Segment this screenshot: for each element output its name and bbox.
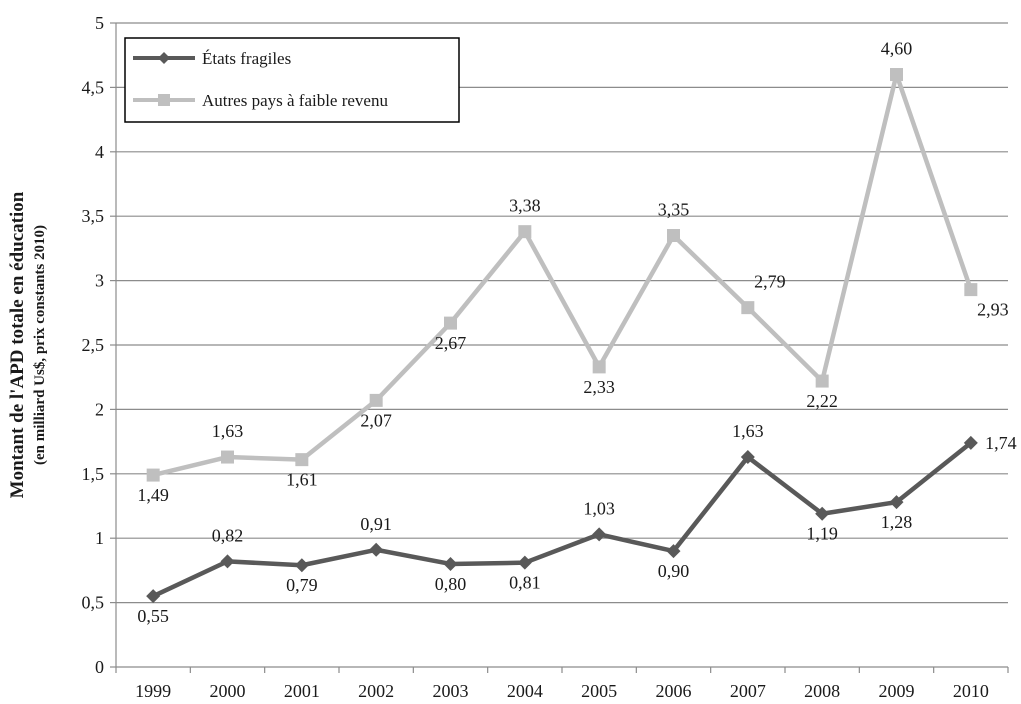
y-tick-label: 3 — [95, 271, 104, 291]
data-point-diamond — [220, 554, 235, 569]
data-label: 3,35 — [658, 200, 690, 220]
data-label: 1,61 — [286, 470, 318, 490]
gridlines — [116, 22, 1008, 604]
y-tick-label: 4,5 — [82, 77, 105, 97]
data-label: 2,67 — [435, 333, 467, 353]
data-label: 2,79 — [754, 272, 786, 292]
data-point-diamond — [740, 450, 755, 465]
data-label: 1,63 — [212, 421, 244, 441]
series-lines — [146, 68, 978, 604]
data-label: 0,79 — [286, 575, 318, 595]
data-point-square — [741, 301, 755, 315]
y-axis-title: Montant de l'APD totale en éducation (en… — [7, 191, 48, 498]
data-label: 2,93 — [977, 300, 1009, 320]
x-tick-label: 2002 — [358, 681, 394, 701]
axes: 0 0,5 1 1,5 2 2,5 3 3,5 4 4,5 5 1999 2000 2001 2002 200… — [82, 13, 1009, 701]
data-point-square — [964, 283, 978, 297]
data-point-diamond — [963, 435, 978, 450]
x-tick-label: 1999 — [135, 681, 171, 701]
data-label: 4,60 — [881, 39, 913, 59]
data-label: 1,63 — [732, 421, 764, 441]
data-point-square — [146, 468, 160, 482]
legend-marker-square-icon — [158, 94, 170, 106]
legend-label-autres-pays: Autres pays à faible revenu — [202, 91, 388, 110]
data-point-square — [221, 450, 234, 464]
data-label: 1,28 — [881, 512, 913, 532]
data-label: 1,74 — [985, 433, 1017, 453]
x-tick-label: 2007 — [730, 681, 766, 701]
y-axis-sublabel: (en milliard Us$, prix constants 2010) — [32, 225, 48, 465]
data-point-diamond — [592, 527, 607, 542]
data-point-square — [518, 225, 532, 239]
data-point-diamond — [889, 495, 904, 510]
legend-label-etats-fragiles: États fragiles — [202, 49, 291, 68]
y-axis-label: Montant de l'APD totale en éducation — [7, 191, 28, 498]
x-tick-label: 2004 — [507, 681, 543, 701]
y-tick-label: 5 — [95, 13, 104, 33]
data-label: 1,19 — [806, 524, 838, 544]
data-point-square — [369, 393, 383, 407]
y-tick-label: 0,5 — [82, 593, 105, 613]
y-tick-label: 1,5 — [82, 464, 105, 484]
data-label: 0,55 — [137, 606, 169, 626]
data-label: 2,07 — [360, 410, 392, 430]
data-label: 0,91 — [360, 514, 392, 534]
y-tick-label: 2,5 — [82, 335, 105, 355]
data-label: 2,33 — [583, 377, 615, 397]
data-label: 0,90 — [658, 561, 690, 581]
x-tick-label: 2010 — [953, 681, 989, 701]
data-label: 2,22 — [806, 391, 838, 411]
data-label: 0,82 — [212, 525, 244, 545]
data-point-diamond — [815, 506, 830, 521]
data-labels: 0,55 0,82 0,79 0,91 0,80 0,81 1,03 0,90 1,63 1,19… — [137, 39, 1016, 627]
x-tick-label: 2003 — [433, 681, 469, 701]
data-point-square — [444, 316, 457, 330]
data-label: 1,49 — [137, 485, 169, 505]
y-tick-label: 2 — [95, 399, 104, 419]
data-point-diamond — [443, 556, 458, 571]
data-point-diamond — [666, 544, 681, 559]
data-point-diamond — [146, 589, 161, 604]
data-point-square — [815, 374, 829, 388]
data-point-square — [667, 229, 680, 243]
data-point-square — [592, 360, 606, 374]
data-point-diamond — [369, 542, 384, 557]
x-tick-label: 2006 — [656, 681, 692, 701]
y-tick-label: 4 — [95, 142, 104, 162]
x-tick-label: 2005 — [581, 681, 617, 701]
y-tick-label: 0 — [95, 657, 104, 677]
data-label: 3,38 — [509, 196, 541, 216]
legend: États fragiles Autres pays à faible reve… — [124, 37, 460, 123]
data-point-diamond — [517, 555, 532, 570]
x-tick-label: 2009 — [879, 681, 915, 701]
legend-marker-diamond-icon — [158, 52, 170, 64]
legend-box — [124, 37, 460, 123]
y-tick-label: 1 — [95, 528, 104, 548]
series-line-etats-fragiles — [152, 441, 973, 599]
data-label: 1,03 — [583, 498, 615, 518]
series-line-autres-pays — [152, 72, 973, 478]
data-label: 0,80 — [435, 574, 467, 594]
data-point-square — [295, 453, 309, 467]
data-point-square — [890, 68, 903, 82]
data-point-diamond — [294, 558, 309, 573]
x-tick-label: 2008 — [804, 681, 840, 701]
x-tick-label: 2001 — [284, 681, 320, 701]
y-tick-label: 3,5 — [82, 206, 105, 226]
data-label: 0,81 — [509, 573, 541, 593]
x-tick-label: 2000 — [210, 681, 246, 701]
